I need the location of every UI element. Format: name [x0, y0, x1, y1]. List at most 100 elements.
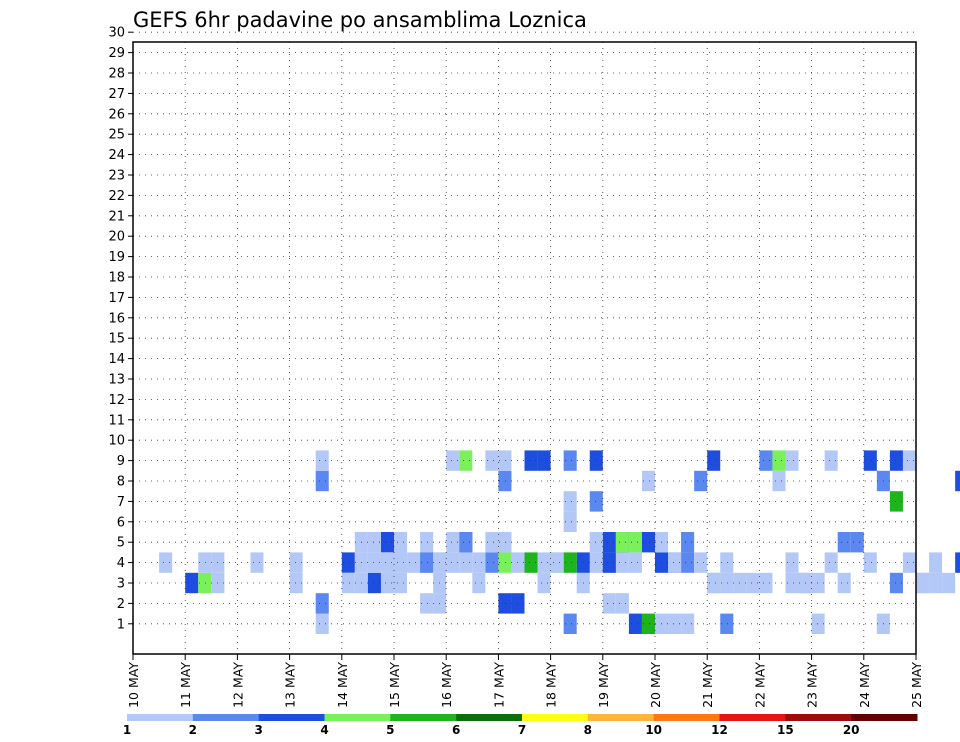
- x-tick-label: 19 MAY: [596, 662, 611, 708]
- heat-cell: [367, 552, 381, 573]
- x-tick-label: 14 MAY: [335, 662, 350, 708]
- heat-cell: [772, 450, 786, 471]
- heat-cell: [850, 532, 864, 553]
- heat-cell: [472, 552, 486, 573]
- heat-cell: [485, 552, 499, 573]
- colorbar-swatch: [587, 714, 655, 721]
- heat-cell: [837, 572, 851, 594]
- colorbar-label: 10: [645, 723, 662, 737]
- heat-cell: [602, 552, 616, 573]
- heat-cell: [628, 552, 642, 573]
- heat-cell: [641, 613, 655, 634]
- heat-cell: [550, 552, 564, 573]
- heat-cell: [720, 552, 734, 573]
- x-tick-label: 23 MAY: [805, 662, 820, 708]
- y-tick-label: 11: [108, 413, 125, 428]
- heat-cell: [420, 552, 434, 573]
- y-tick-label: 23: [108, 169, 125, 184]
- colorbar-swatch: [258, 714, 325, 721]
- x-axis: 10 MAY 11 MAY 12 MAY 13 MAY 14 MAY 15 MAY 16 M…: [126, 654, 924, 708]
- x-tick-label: 17 MAY: [491, 662, 506, 708]
- heat-cell: [380, 532, 394, 553]
- heat-cell: [315, 613, 329, 634]
- colorbar-label: 6: [452, 723, 460, 737]
- heat-cell: [498, 552, 512, 573]
- heat-cell: [628, 613, 642, 634]
- y-tick-label: 25: [108, 128, 125, 143]
- colorbar-label: 1: [123, 723, 131, 737]
- heat-cell: [929, 572, 943, 594]
- heat-cell: [589, 450, 603, 471]
- heat-cell: [498, 450, 512, 471]
- heat-cell: [198, 572, 212, 594]
- x-tick-label: 10 MAY: [126, 662, 141, 708]
- heat-cell: [720, 613, 734, 634]
- y-tick-label: 16: [108, 311, 125, 326]
- heat-cell: [315, 450, 329, 471]
- colorbar-label: 4: [320, 723, 328, 737]
- heat-cell: [420, 532, 434, 553]
- colorbar-swatch: [851, 714, 918, 721]
- heat-cell: [811, 572, 825, 594]
- heat-cell: [681, 552, 695, 573]
- heat-cell: [341, 552, 355, 573]
- y-tick-label: 3: [117, 577, 125, 592]
- colorbar-swatch: [456, 714, 523, 721]
- heat-cell: [589, 552, 603, 573]
- heat-cell: [446, 532, 460, 553]
- heat-cell: [315, 593, 329, 614]
- heat-cell: [394, 532, 408, 553]
- heat-cell: [367, 532, 381, 553]
- colorbar-label: 12: [711, 723, 728, 737]
- y-tick-label: 4: [117, 556, 125, 571]
- heat-cell: [394, 572, 408, 594]
- heat-cell: [824, 450, 838, 471]
- heat-cell: [720, 572, 734, 594]
- heat-cell: [759, 450, 773, 471]
- y-tick-label: 29: [108, 46, 125, 61]
- x-tick-label: 22 MAY: [752, 662, 767, 708]
- colorbar-label: 20: [843, 723, 860, 737]
- heat-cell: [707, 572, 721, 594]
- heat-cell: [694, 552, 708, 573]
- heat-cell: [459, 532, 473, 553]
- heat-cell: [863, 450, 877, 471]
- colorbar-swatch: [390, 714, 457, 721]
- heat-cell: [380, 572, 394, 594]
- heat-cell: [668, 613, 682, 634]
- heat-cell: [563, 491, 577, 512]
- heat-cell: [681, 532, 695, 553]
- heat-cell: [824, 552, 838, 573]
- heat-cell: [785, 552, 799, 573]
- heat-cell: [459, 450, 473, 471]
- heat-cell: [537, 552, 551, 573]
- y-tick-label: 5: [117, 536, 125, 551]
- heat-cell: [472, 572, 486, 594]
- heat-cell: [707, 450, 721, 471]
- colorbar-label: 7: [518, 723, 526, 737]
- heat-cell: [537, 572, 551, 594]
- heat-cell: [159, 552, 173, 573]
- heat-cell: [563, 613, 577, 634]
- heat-cell: [537, 450, 551, 471]
- heat-cell: [889, 572, 903, 594]
- colorbar: 1 2 3 4 5 6 7 8 10 12 15 20: [123, 714, 918, 737]
- y-tick-label: 14: [108, 352, 125, 367]
- heat-cell: [837, 532, 851, 553]
- heat-cell: [615, 593, 629, 614]
- heat-cell: [407, 552, 421, 573]
- heat-cell: [524, 552, 538, 573]
- heat-cell: [394, 552, 408, 573]
- colorbar-label: 2: [189, 723, 197, 737]
- y-tick-label: 26: [108, 107, 125, 122]
- heat-cell: [889, 450, 903, 471]
- y-tick-label: 7: [117, 495, 125, 510]
- heat-cell: [563, 552, 577, 573]
- heat-cell: [785, 450, 799, 471]
- y-tick-label: 9: [117, 454, 125, 469]
- heat-cell: [942, 572, 956, 594]
- heat-cell: [485, 450, 499, 471]
- heat-cell: [250, 552, 264, 573]
- heat-cell: [602, 532, 616, 553]
